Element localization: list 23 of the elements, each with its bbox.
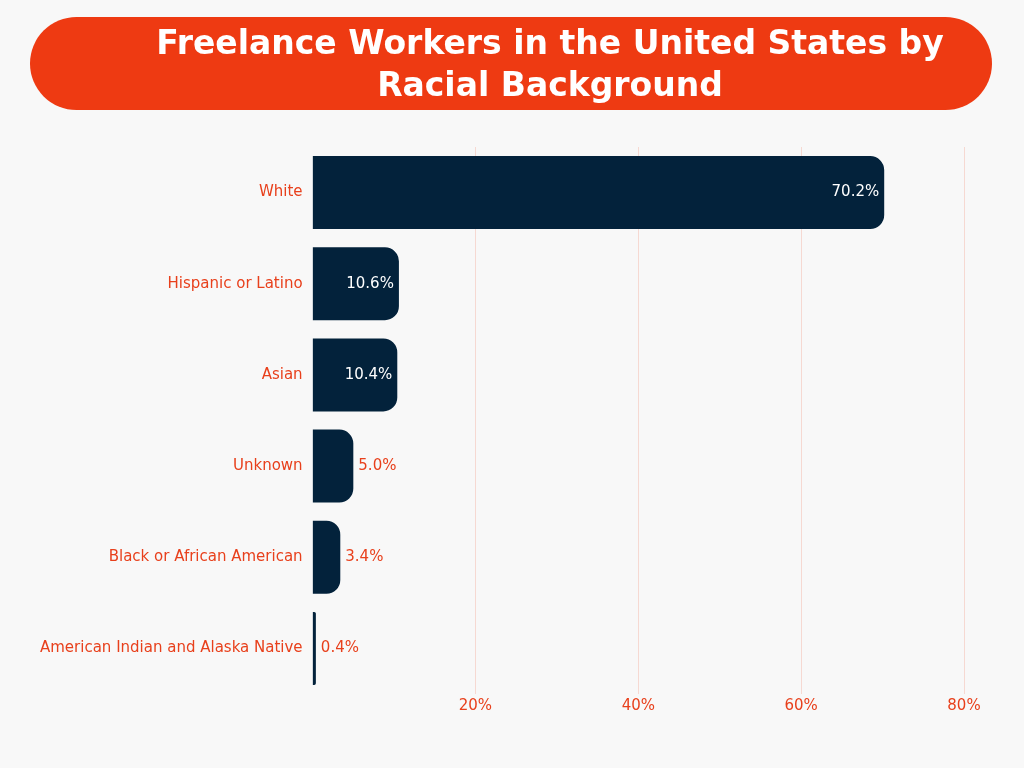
chart-title: Freelance Workers in the United States by Racial Background: [155, 21, 945, 106]
x-tick-label: 20%: [458, 695, 493, 714]
bar: [312, 611, 316, 685]
data-label: 10.4%: [344, 364, 393, 383]
x-tick-label: 40%: [621, 695, 655, 714]
y-tick-label: American Indian and Alaska Native: [39, 638, 303, 657]
y-tick-label: Asian: [261, 364, 303, 383]
bar: [312, 520, 341, 594]
x-tick-label: 60%: [784, 695, 818, 714]
bar: [312, 247, 399, 321]
y-tick-label: Hispanic or Latino: [167, 273, 303, 292]
y-tick-label: Black or African American: [108, 547, 303, 566]
bar: [312, 156, 885, 230]
data-label: 3.4%: [345, 547, 384, 566]
data-label: 70.2%: [831, 182, 880, 201]
x-tick-label: 80%: [947, 695, 981, 714]
data-label: 5.0%: [358, 455, 397, 474]
bar: [312, 429, 354, 503]
y-tick-label: White: [258, 182, 303, 201]
data-label: 10.6%: [346, 273, 394, 292]
y-tick-label: Unknown: [232, 455, 303, 474]
bar: [312, 338, 398, 412]
data-label: 0.4%: [320, 638, 359, 657]
